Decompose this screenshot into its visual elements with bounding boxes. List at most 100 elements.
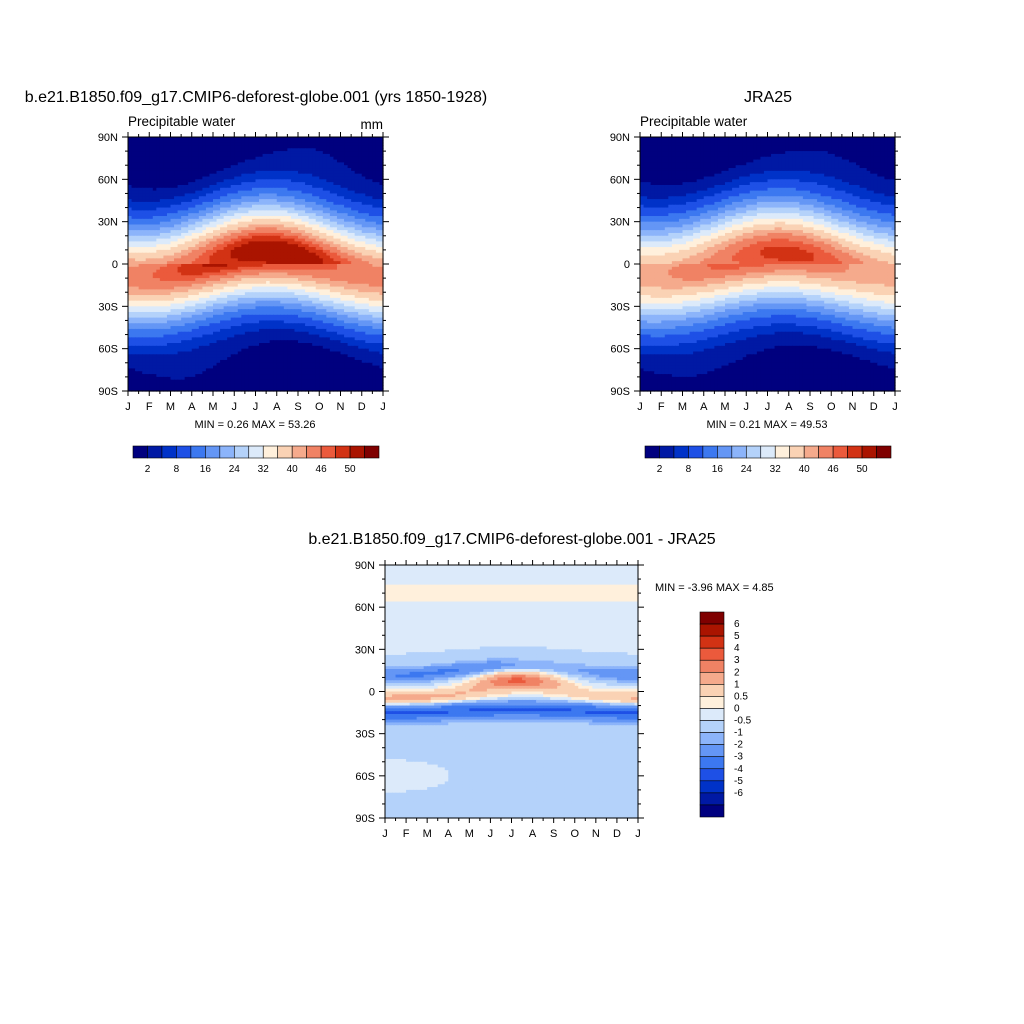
field-cell — [159, 297, 165, 302]
field-cell — [191, 156, 196, 161]
field-cell — [188, 249, 193, 254]
field-cell — [344, 314, 349, 319]
field-cell — [177, 244, 182, 248]
field-cell — [191, 184, 196, 189]
field-cell — [142, 139, 147, 144]
field-cell — [294, 300, 299, 305]
field-cell — [138, 173, 143, 178]
field-cell — [145, 213, 150, 217]
field-cell — [358, 196, 363, 200]
field-cell — [177, 221, 182, 226]
field-cell — [312, 238, 317, 243]
field-cell — [290, 210, 296, 214]
field-cell — [230, 255, 235, 259]
field-cell — [149, 193, 154, 197]
field-cell — [227, 201, 232, 206]
field-cell — [234, 227, 239, 231]
field-cell — [166, 162, 172, 166]
field-cell — [244, 266, 250, 271]
field-cell — [361, 249, 366, 254]
field-cell — [280, 153, 285, 158]
field-cell — [290, 314, 296, 319]
field-cell — [287, 224, 292, 228]
field-cell — [195, 286, 200, 290]
field-cell — [156, 190, 161, 195]
field-cell — [145, 159, 150, 163]
field-cell — [294, 252, 299, 257]
field-cell — [358, 137, 363, 141]
field-cell — [361, 326, 366, 330]
field-cell — [184, 151, 189, 155]
field-cell — [315, 182, 320, 186]
field-cell — [298, 317, 303, 322]
field-cell — [237, 241, 242, 245]
field-cell — [170, 261, 175, 265]
field-cell — [237, 196, 242, 200]
field-cell — [188, 295, 193, 299]
field-cell — [195, 199, 200, 203]
field-cell — [220, 187, 225, 192]
field-cell — [262, 190, 267, 195]
field-cell — [259, 190, 264, 195]
field-cell — [308, 247, 313, 251]
field-cell — [298, 151, 303, 155]
field-cell — [248, 184, 253, 189]
field-cell — [202, 207, 207, 211]
field-cell — [251, 230, 257, 234]
field-cell — [205, 165, 211, 169]
field-cell — [138, 286, 143, 290]
field-cell — [138, 249, 143, 254]
field-cell — [209, 218, 214, 223]
field-cell — [159, 266, 165, 271]
field-cell — [234, 311, 239, 316]
field-cell — [298, 148, 303, 152]
field-cell — [259, 201, 264, 206]
field-cell — [220, 258, 225, 262]
field-cell — [191, 261, 196, 265]
field-cell — [237, 238, 242, 243]
field-cell — [290, 311, 296, 316]
field-cell — [287, 139, 292, 144]
field-cell — [216, 238, 221, 243]
field-cell — [209, 156, 214, 161]
field-cell — [227, 139, 232, 144]
field-cell — [273, 201, 278, 206]
field-cell — [170, 139, 175, 144]
field-cell — [135, 255, 140, 259]
field-cell — [372, 213, 377, 217]
field-cell — [251, 179, 257, 183]
field-cell — [259, 280, 264, 285]
field-cell — [351, 182, 356, 186]
field-cell — [128, 170, 133, 175]
field-cell — [301, 168, 306, 172]
field-cell — [358, 238, 363, 243]
field-cell — [372, 238, 377, 243]
field-cell — [283, 139, 288, 144]
field-cell — [361, 213, 366, 217]
field-cell — [301, 153, 306, 158]
field-cell — [333, 165, 338, 169]
field-cell — [234, 218, 239, 223]
field-cell — [205, 261, 211, 265]
field-cell — [188, 204, 193, 209]
field-cell — [188, 184, 193, 189]
field-cell — [287, 156, 292, 161]
field-cell — [308, 187, 313, 192]
field-cell — [195, 266, 200, 271]
field-cell — [170, 218, 175, 223]
field-cell — [159, 162, 165, 166]
field-cell — [209, 145, 214, 149]
field-cell — [301, 300, 306, 305]
field-cell — [329, 227, 335, 231]
field-cell — [305, 297, 310, 302]
field-cell — [138, 213, 143, 217]
field-cell — [255, 266, 260, 271]
field-cell — [340, 201, 345, 206]
field-cell — [375, 165, 381, 169]
field-cell — [181, 266, 186, 271]
field-cell — [195, 300, 200, 305]
field-cell — [298, 193, 303, 197]
field-cell — [163, 230, 168, 234]
field-cell — [336, 232, 342, 237]
field-cell — [237, 266, 242, 271]
